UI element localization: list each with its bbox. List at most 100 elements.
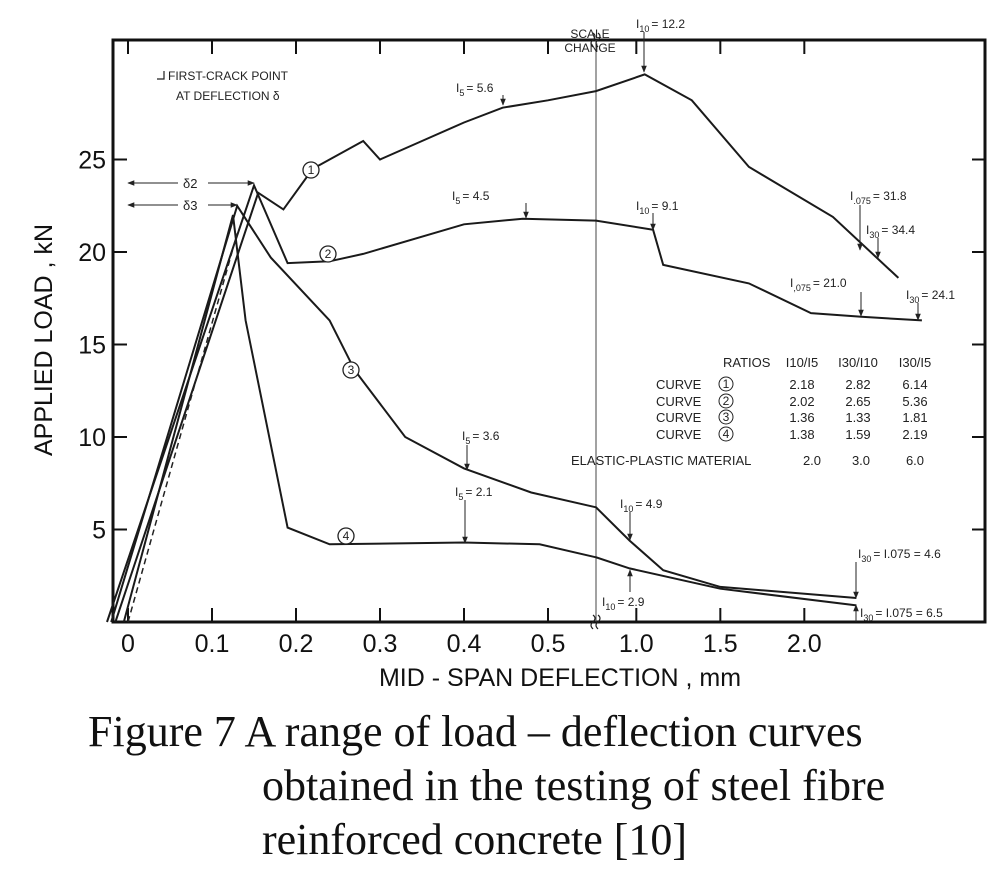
row-label: CURVE — [656, 427, 702, 442]
index-symbol: I — [860, 606, 863, 620]
curve-number-circle — [718, 409, 734, 425]
x-tick-label: 0.5 — [531, 630, 566, 658]
index-value: = 4.5 — [462, 189, 489, 203]
index-subscript: 5 — [458, 492, 463, 502]
delta2-label: δ2 — [183, 176, 197, 191]
index-value: = I.075 = 6.5 — [875, 606, 943, 620]
index-symbol: I — [462, 429, 465, 443]
index-value: = 2.9 — [617, 595, 644, 609]
axis-break-icon — [590, 32, 601, 48]
curve-number: 1 — [723, 377, 730, 391]
index-subscript: 5 — [459, 88, 464, 98]
index-value: = 9.1 — [651, 199, 678, 213]
ratios-row: CURVE 2 2.02 2.65 5.36 — [656, 393, 928, 409]
first-crack-label: FIRST-CRACK POINT — [168, 69, 289, 83]
index-value: = 5.6 — [466, 81, 493, 95]
x-tick-label: 0 — [121, 630, 135, 658]
first-crack-label: AT DEFLECTION δ — [176, 89, 280, 103]
index-symbol: I — [866, 223, 869, 237]
curve-label: 1 — [308, 163, 315, 177]
x-axis-title: MID - SPAN DEFLECTION , mm — [379, 664, 741, 692]
curve-label: 3 — [348, 363, 355, 377]
curve-number: 2 — [723, 394, 730, 408]
ratio-value: 1.36 — [789, 410, 814, 425]
y-tick-label: 15 — [78, 332, 106, 360]
index-annotation: I30 = 24.1 — [906, 288, 955, 305]
curve-label-circle — [342, 361, 360, 379]
axis-break-icon — [590, 614, 601, 630]
row-label: CURVE — [656, 410, 702, 425]
ratio-value: 1.59 — [845, 427, 870, 442]
ratios-row: CURVE 3 1.36 1.33 1.81 — [656, 409, 928, 425]
curve-label: 4 — [343, 529, 350, 543]
index-subscript: 30 — [861, 554, 871, 564]
elastic-plastic-label: ELASTIC-PLASTIC MATERIAL — [571, 453, 751, 468]
index-symbol: I — [858, 547, 861, 561]
index-symbol: I — [455, 485, 458, 499]
curve-number: 3 — [723, 410, 730, 424]
elastic-plastic-value: 6.0 — [906, 453, 924, 468]
scale-change-label: CHANGE — [564, 41, 615, 55]
ratio-value: 2.65 — [845, 394, 870, 409]
index-subscript: .075 — [853, 196, 871, 206]
first-crack-marker-icon — [157, 71, 165, 80]
x-tick-label: 0.4 — [447, 630, 482, 658]
index-symbol: I — [452, 189, 455, 203]
index-annotation: I,075 = 21.0 — [790, 276, 847, 293]
ratio-value: 2.82 — [845, 377, 870, 392]
curve-label-circle — [302, 161, 320, 179]
ratio-value: 1.38 — [789, 427, 814, 442]
index-symbol: I — [906, 288, 909, 302]
index-annotation: I30 = 34.4 — [866, 223, 915, 240]
index-symbol: I — [602, 595, 605, 609]
ratios-row: CURVE 4 1.38 1.59 2.19 — [656, 426, 928, 442]
ratios-row: CURVE 1 2.18 2.82 6.14 — [656, 376, 928, 392]
delta3-label: δ3 — [183, 198, 197, 213]
caption-line-2: obtained in the testing of steel fibre — [262, 761, 885, 810]
index-value: = 2.1 — [465, 485, 492, 499]
index-symbol: I — [620, 497, 623, 511]
index-symbol: I — [790, 276, 793, 290]
elastic-plastic-value: 2.0 — [803, 453, 821, 468]
index-annotation: I30 = I.075 = 6.5 — [860, 606, 943, 623]
index-annotation: I10 = 9.1 — [636, 199, 679, 216]
ratios-column-header: I30/I5 — [899, 355, 932, 370]
ratio-value: 2.19 — [902, 427, 927, 442]
index-subscript: 5 — [455, 196, 460, 206]
index-value: = 24.1 — [921, 288, 955, 302]
caption-line-3: reinforced concrete [10] — [262, 815, 687, 864]
y-tick-label: 25 — [78, 147, 106, 175]
curve-number: 4 — [723, 427, 730, 441]
x-tick-label: 1.0 — [619, 630, 654, 658]
scale-change-label: SCALE — [570, 27, 609, 41]
index-subscript: 30 — [909, 295, 919, 305]
index-symbol: I — [456, 81, 459, 95]
index-subscript: 30 — [863, 613, 873, 623]
curve-number-circle — [718, 426, 734, 442]
curve-label-circle — [319, 245, 337, 263]
index-symbol: I — [636, 17, 639, 31]
curve-2 — [106, 182, 922, 623]
row-label: CURVE — [656, 377, 702, 392]
index-symbol: I — [636, 199, 639, 213]
y-tick-label: 5 — [92, 517, 106, 545]
ratios-column-header: I30/I10 — [838, 355, 878, 370]
curve-4 — [122, 214, 857, 623]
x-tick-label: 0.1 — [195, 630, 230, 658]
index-value: = I.075 = 4.6 — [873, 547, 941, 561]
index-value: = 21.0 — [813, 276, 847, 290]
index-annotation: I5 = 3.6 — [462, 429, 500, 446]
index-subscript: 5 — [465, 436, 470, 446]
index-annotation: I10 = 2.9 — [602, 595, 645, 612]
y-axis-title: APPLIED LOAD , kN — [30, 224, 58, 456]
index-value: = 12.2 — [651, 17, 685, 31]
index-subscript: ,075 — [793, 283, 811, 293]
x-tick-label: 0.2 — [279, 630, 314, 658]
x-tick-label: 2.0 — [787, 630, 822, 658]
index-subscript: 10 — [639, 24, 649, 34]
ratio-value: 6.14 — [902, 377, 927, 392]
index-annotation: I10 = 4.9 — [620, 497, 663, 514]
curve-3 — [110, 203, 857, 623]
curve-1 — [114, 73, 900, 623]
